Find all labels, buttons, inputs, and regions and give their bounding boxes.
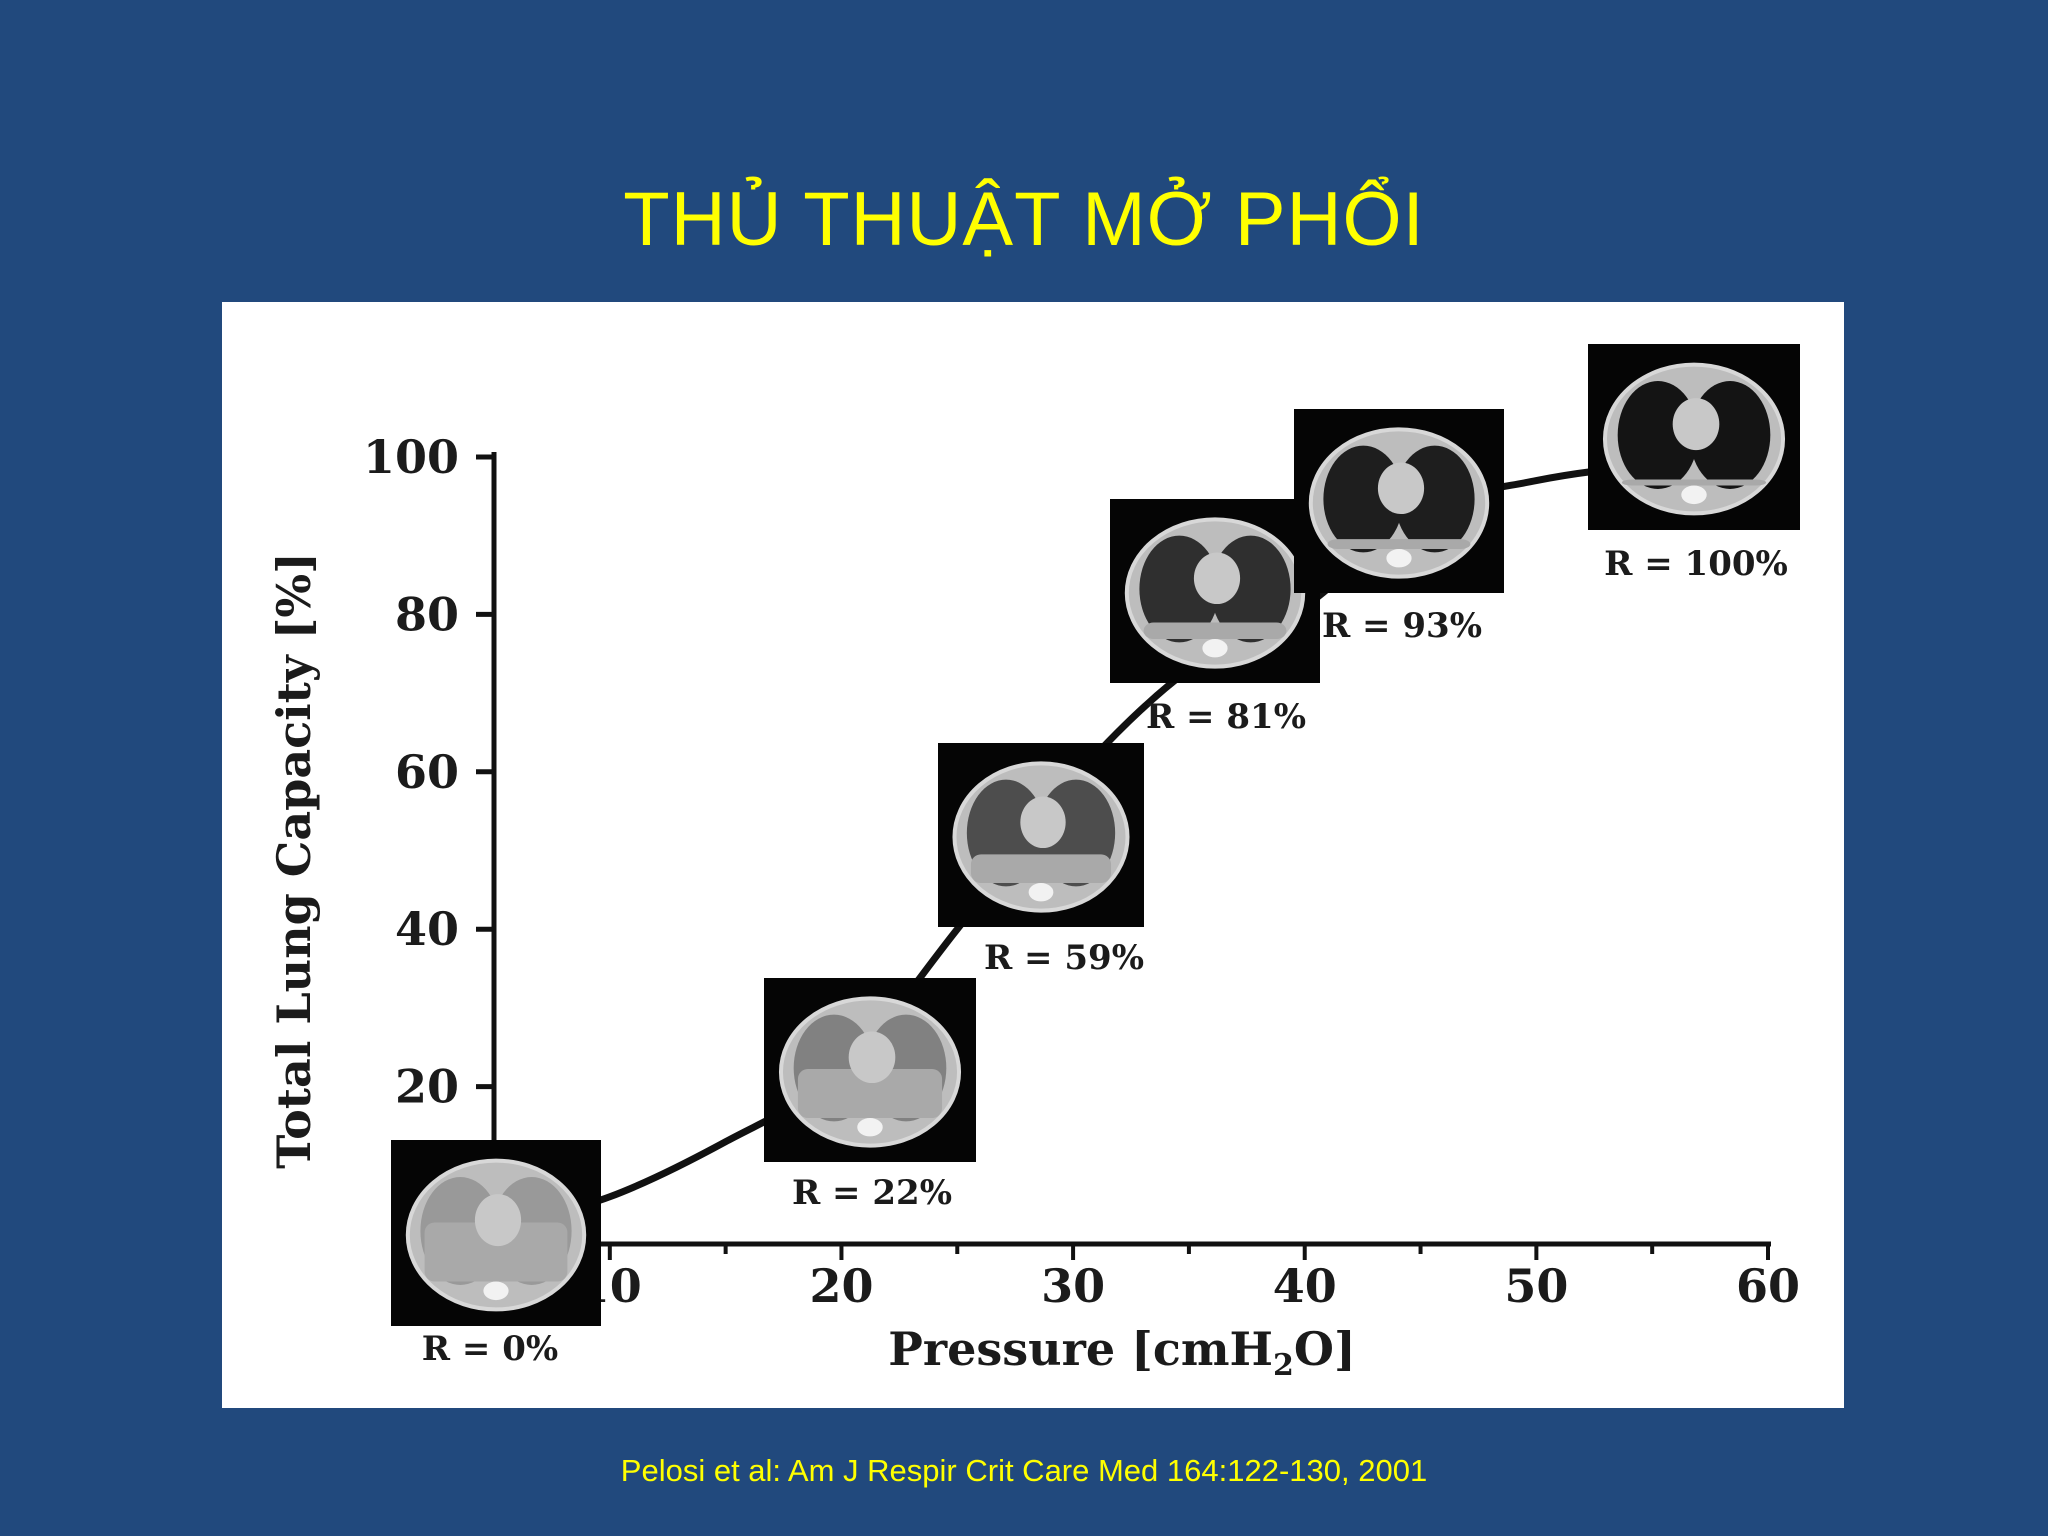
ct-spine [1681, 485, 1707, 505]
y-tick-label: 100 [363, 430, 459, 484]
ct-heart [1020, 796, 1066, 849]
ct-heart [1193, 552, 1241, 605]
ct-image-label: R = 59% [984, 938, 1144, 978]
ct-consolidation [797, 1068, 943, 1118]
slide-title: THỦ THUẬT MỞ PHỔI [623, 177, 1425, 262]
ct-image-label: R = 93% [1322, 606, 1482, 646]
y-tick-label: 20 [395, 1060, 459, 1114]
data-point [954, 926, 960, 932]
x-tick-label: 60 [1736, 1259, 1800, 1313]
figure-panel: 20 40 60 80 100 10 20 30 40 50 60 Total Lung Capaci… [222, 302, 1844, 1408]
ct-spine [1386, 549, 1412, 568]
ct-image-label: R = 22% [792, 1173, 952, 1213]
ct-image-label: R = 0% [422, 1329, 558, 1369]
ct-heart [848, 1031, 896, 1084]
x-tick-label: 40 [1273, 1259, 1337, 1313]
data-point [723, 1139, 729, 1145]
y-axis-title: Total Lung Capacity [%] [267, 552, 321, 1169]
citation: Pelosi et al: Am J Respir Crit Care Med … [620, 1453, 1428, 1488]
labels-layer: R = 0% R = 22% R = 59% R = 81% R = 93% R = 10… [422, 544, 1788, 1369]
x-tick-label: 20 [809, 1259, 873, 1313]
ct-image [938, 743, 1144, 927]
x-axis-title-end: O] [1294, 1322, 1356, 1376]
ct-heart [1377, 462, 1425, 515]
x-axis-title: Pressure [cmH2O] [888, 1322, 1355, 1383]
x-tick-label: 50 [1504, 1259, 1568, 1313]
ct-spine [857, 1118, 883, 1137]
ct-spine [1028, 883, 1054, 902]
y-tick-label: 60 [395, 745, 459, 799]
ct-consolidation [1327, 539, 1471, 549]
ct-consolidation [424, 1222, 568, 1282]
ct-image-label: R = 100% [1604, 544, 1788, 584]
data-point [1533, 478, 1539, 484]
x-axis-title-subscript: 2 [1273, 1348, 1294, 1383]
y-tick-label: 80 [395, 587, 459, 641]
ct-consolidation [1621, 479, 1767, 486]
ct-image [1110, 499, 1320, 683]
ct-images-layer [391, 344, 1800, 1326]
ct-consolidation [970, 854, 1112, 883]
x-tick-label: 30 [1041, 1259, 1105, 1313]
ct-image [391, 1140, 601, 1326]
ct-consolidation [1143, 622, 1287, 639]
data-point [607, 1194, 613, 1200]
ct-image [764, 978, 976, 1162]
ct-image-label: R = 81% [1146, 697, 1306, 737]
ct-spine [483, 1281, 509, 1301]
ct-spine [1202, 639, 1228, 658]
ct-heart [474, 1194, 522, 1247]
y-tick-label: 40 [395, 902, 459, 956]
ct-image [1294, 409, 1504, 593]
ct-image [1588, 344, 1800, 530]
x-axis-title-main: Pressure [cmH [888, 1322, 1273, 1376]
ct-heart [1672, 398, 1720, 451]
